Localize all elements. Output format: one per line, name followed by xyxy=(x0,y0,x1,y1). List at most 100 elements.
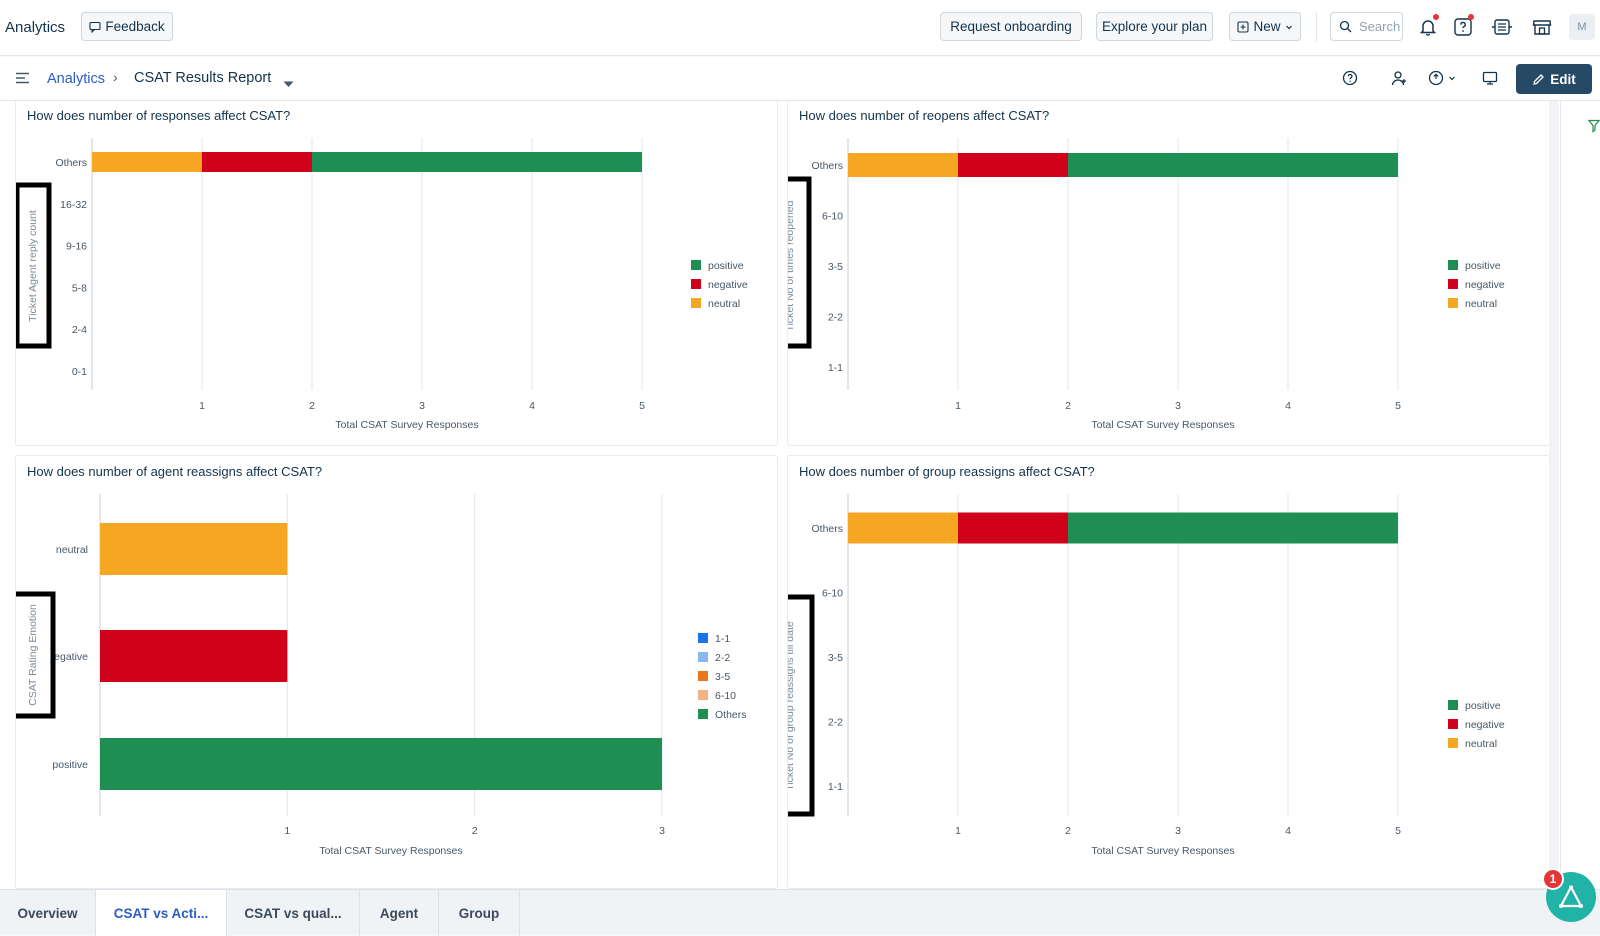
page-title: CSAT Results Report xyxy=(134,70,272,86)
tab-agent[interactable]: Agent xyxy=(360,890,439,936)
feedback-icon xyxy=(89,21,101,33)
legend-label-2-2: 2-2 xyxy=(715,652,730,664)
y-tick-label: neutral xyxy=(56,544,88,556)
pencil-icon xyxy=(1532,73,1545,86)
legend-label-neutral: neutral xyxy=(1465,298,1497,310)
tab-overview[interactable]: Overview xyxy=(0,890,96,936)
edit-label: Edit xyxy=(1550,71,1576,87)
bar-positive xyxy=(100,738,662,790)
help-icon[interactable] xyxy=(1450,14,1476,40)
avatar[interactable]: M xyxy=(1569,14,1595,40)
legend-label-neutral: neutral xyxy=(708,298,740,310)
chart-title: How does number of agent reassigns affec… xyxy=(27,464,323,479)
y-tick-label: 2-2 xyxy=(828,312,843,324)
tab-group[interactable]: Group xyxy=(439,890,520,936)
y-tick-label: Others xyxy=(811,160,843,172)
feedback-button[interactable]: Feedback xyxy=(81,12,173,41)
search-box[interactable]: Search xyxy=(1330,12,1403,41)
y-tick-label: 16-32 xyxy=(60,199,87,211)
share-user-icon[interactable] xyxy=(1391,70,1407,91)
bar-positive xyxy=(312,152,642,172)
bar-neutral xyxy=(100,523,288,575)
info-icon[interactable] xyxy=(1342,70,1358,91)
y-tick-label: 6-10 xyxy=(822,211,843,223)
help-dot xyxy=(1468,14,1474,20)
chart-responses: 1 2 3 4 5 Total CSAT Survey Responses Others 16… xyxy=(16,138,748,431)
phone-icon[interactable] xyxy=(1489,14,1515,40)
legend-swatch-3-5 xyxy=(698,671,708,681)
x-tick-label: 2 xyxy=(309,400,315,412)
legend-swatch-2-2 xyxy=(698,652,708,662)
y-tick-label: Others xyxy=(811,523,843,535)
report-tabs: Overview CSAT vs Acti... CSAT vs qual...… xyxy=(0,889,1600,936)
tab-csat-vs-quality[interactable]: CSAT vs qual... xyxy=(227,890,360,936)
x-axis-label: Total CSAT Survey Responses xyxy=(1091,845,1234,857)
present-icon[interactable] xyxy=(1482,70,1498,91)
legend-swatch-neutral xyxy=(1448,298,1458,308)
chart-title: How does number of reopens affect CSAT? xyxy=(799,108,1050,123)
edit-button[interactable]: Edit xyxy=(1516,64,1592,94)
filter-icon[interactable] xyxy=(1587,119,1600,138)
legend-label-3-5: 3-5 xyxy=(715,671,730,683)
x-tick-label: 2 xyxy=(1065,400,1071,412)
search-icon xyxy=(1339,20,1352,33)
scrollbar[interactable] xyxy=(1549,101,1559,889)
feedback-label: Feedback xyxy=(105,19,165,34)
y-axis-label-highlight xyxy=(16,591,56,719)
menu-icon[interactable] xyxy=(15,71,30,90)
bar-neutral xyxy=(848,153,958,177)
x-tick-label: 4 xyxy=(1285,400,1291,412)
x-axis-label: Total CSAT Survey Responses xyxy=(335,419,478,431)
x-tick-label: 3 xyxy=(659,825,665,837)
legend-label-1-1: 1-1 xyxy=(715,633,730,645)
x-tick-label: 1 xyxy=(199,400,205,412)
notification-dot xyxy=(1433,14,1439,20)
y-axis-label: Ticket Agent reply count xyxy=(27,210,39,322)
y-tick-label: 5-8 xyxy=(72,282,87,294)
legend-swatch-neutral xyxy=(691,298,701,308)
request-onboarding-button[interactable]: Request onboarding xyxy=(940,12,1082,41)
breadcrumb-separator: › xyxy=(113,69,118,85)
y-tick-label: 6-10 xyxy=(822,588,843,600)
export-menu[interactable] xyxy=(1428,70,1456,86)
x-tick-label: 5 xyxy=(1395,825,1401,837)
export-icon xyxy=(1428,70,1444,86)
app-title: Analytics xyxy=(5,19,66,36)
x-tick-label: 1 xyxy=(955,400,961,412)
x-tick-label: 4 xyxy=(1285,825,1291,837)
legend-label-negative: negative xyxy=(1465,719,1505,731)
report-dropdown-icon[interactable] xyxy=(283,75,294,93)
x-tick-label: 1 xyxy=(284,825,290,837)
legend-swatch-negative xyxy=(691,279,701,289)
chart-agent-reassigns: 1 2 3 Total CSAT Survey Responses neutral neg… xyxy=(16,494,747,857)
legend-label-negative: negative xyxy=(1465,279,1505,291)
bell-icon[interactable] xyxy=(1415,14,1441,40)
legend-label-positive: positive xyxy=(1465,700,1501,712)
tab-csat-vs-activity[interactable]: CSAT vs Acti... xyxy=(96,890,227,936)
y-axis-label: CSAT Rating Emotion xyxy=(27,604,39,706)
y-axis-label-highlight xyxy=(788,594,815,817)
plus-box-icon xyxy=(1237,20,1250,33)
x-tick-label: 5 xyxy=(1395,400,1401,412)
legend-label-positive: positive xyxy=(1465,260,1501,272)
x-tick-label: 3 xyxy=(1175,400,1181,412)
new-button[interactable]: New xyxy=(1229,12,1301,41)
legend-swatch-6-10 xyxy=(698,690,708,700)
breadcrumb-analytics[interactable]: Analytics xyxy=(47,71,106,87)
legend-swatch-positive xyxy=(1448,700,1458,710)
legend-label-positive: positive xyxy=(708,260,744,272)
legend-swatch-negative xyxy=(1448,279,1458,289)
chart-group-reassigns: 1 2 3 4 5 Total CSAT Survey Responses Others 6-… xyxy=(788,494,1505,857)
y-tick-label: 3-5 xyxy=(828,652,843,664)
store-icon[interactable] xyxy=(1529,14,1555,40)
legend-swatch-neutral xyxy=(1448,738,1458,748)
bar-negative xyxy=(958,153,1068,177)
y-axis-label: Ticket No of times reopened xyxy=(788,200,796,331)
chart-card-group-reassigns: How does number of group reassigns affec… xyxy=(787,455,1550,889)
x-tick-label: 2 xyxy=(1065,825,1071,837)
chart-title: How does number of group reassigns affec… xyxy=(799,464,1095,479)
assistant-badge: 1 xyxy=(1542,868,1564,890)
x-axis-label: Total CSAT Survey Responses xyxy=(319,845,462,857)
y-tick-label: 2-2 xyxy=(828,717,843,729)
explore-plan-button[interactable]: Explore your plan xyxy=(1096,12,1213,41)
